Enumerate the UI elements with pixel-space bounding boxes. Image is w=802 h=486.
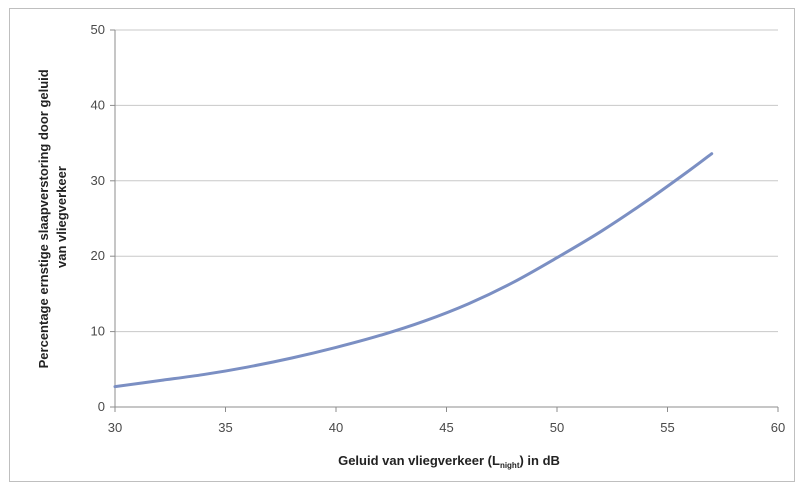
series-layer <box>113 152 714 389</box>
x-axis-label: Geluid van vliegverkeer (Lnight) in dB <box>338 453 560 470</box>
x-tick-label: 50 <box>550 420 564 435</box>
axes <box>110 29 779 412</box>
y-axis-label: Percentage ernstige slaapverstoring door… <box>36 66 69 369</box>
series-line <box>113 152 714 389</box>
x-tick-label: 35 <box>218 420 232 435</box>
x-tick-label: 30 <box>108 420 122 435</box>
gridlines <box>115 29 778 333</box>
y-tick-label: 0 <box>98 399 105 414</box>
y-tick-label: 50 <box>91 22 105 37</box>
y-tick-label: 10 <box>91 324 105 339</box>
x-tick-label: 60 <box>771 420 785 435</box>
y-axis-label-line-1: Percentage ernstige slaapverstoring door… <box>36 69 51 368</box>
chart-frame <box>9 8 795 482</box>
x-tick-label: 45 <box>439 420 453 435</box>
y-tick-label: 30 <box>91 173 105 188</box>
x-tick-label: 55 <box>660 420 674 435</box>
y-tick-label: 20 <box>91 248 105 263</box>
tick-labels: 0 10 20 30 40 50 30 35 40 45 50 55 60 <box>91 22 786 435</box>
y-axis-label-line-2: van vliegverkeer <box>54 166 69 268</box>
y-tick-label: 40 <box>91 97 105 112</box>
x-tick-label: 40 <box>329 420 343 435</box>
